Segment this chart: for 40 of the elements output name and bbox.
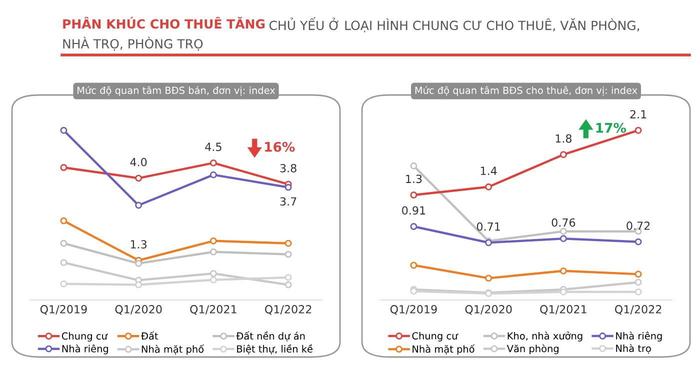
legend-label: Nhà mặt phố xyxy=(412,344,475,355)
data-label: 1.4 xyxy=(480,166,497,175)
data-label: 3.8 xyxy=(280,164,296,172)
legend-label: Nhà trọ xyxy=(616,344,651,354)
data-label: 1.3 xyxy=(406,174,422,184)
data-label: 3.7 xyxy=(280,197,296,206)
legend-label: Văn phòng xyxy=(506,344,558,354)
data-label: 0.76 xyxy=(552,218,576,227)
data-label: 1.3 xyxy=(130,240,147,249)
data-label: 2.1 xyxy=(630,110,646,118)
text: CHỦ YẾU Ở LOẠI HÌNH CHUNG CƯ CHO THUÊ, VĂN PHÒNG, xyxy=(269,17,640,32)
legend-label: Đất nền dự án xyxy=(236,331,305,342)
legend-label: Nhà riêng xyxy=(616,332,662,342)
legend-label: Biệt thự, liền kề xyxy=(237,344,312,354)
legend-label: Đất xyxy=(141,331,158,340)
annotation: 17% xyxy=(596,122,626,133)
data-label: 1.8 xyxy=(556,134,572,143)
data-label: 4.0 xyxy=(130,158,147,166)
x-tick-label: Q1/2020 xyxy=(115,305,162,315)
x-tick-label: Q1/2019 xyxy=(390,305,437,315)
data-label: 0.71 xyxy=(476,222,500,231)
text: NHÀ TRỌ, PHÒNG TRỌ xyxy=(63,36,203,51)
annotation: 16% xyxy=(265,142,295,152)
legend-label: Nhà mặt phố xyxy=(142,344,204,355)
legend-label: Kho, nhà xưởng xyxy=(508,332,582,342)
chart-title: Mức độ quan tâm BĐS cho thuê, đơn vị: index xyxy=(415,86,638,96)
x-tick-label: Q1/2021 xyxy=(190,305,236,315)
data-label: 0.72 xyxy=(626,222,650,230)
legend-label: Chung cư xyxy=(412,332,458,342)
data-label: 4.5 xyxy=(205,142,222,152)
chart-title: Mức độ quan tâm BĐS bán, đơn vị: index xyxy=(78,86,276,96)
legend-label: Chung cư xyxy=(62,332,108,342)
x-tick-label: Q1/2022 xyxy=(615,305,662,315)
text: PHÂN KHÚC CHO THUÊ TĂNG xyxy=(63,16,265,29)
x-tick-label: Q1/2022 xyxy=(265,305,312,315)
legend-label: Nhà riêng xyxy=(62,344,108,354)
x-tick-label: Q1/2021 xyxy=(540,305,586,315)
x-tick-label: Q1/2019 xyxy=(40,305,87,315)
x-tick-label: Q1/2020 xyxy=(465,305,512,315)
data-label: 0.91 xyxy=(402,206,426,215)
